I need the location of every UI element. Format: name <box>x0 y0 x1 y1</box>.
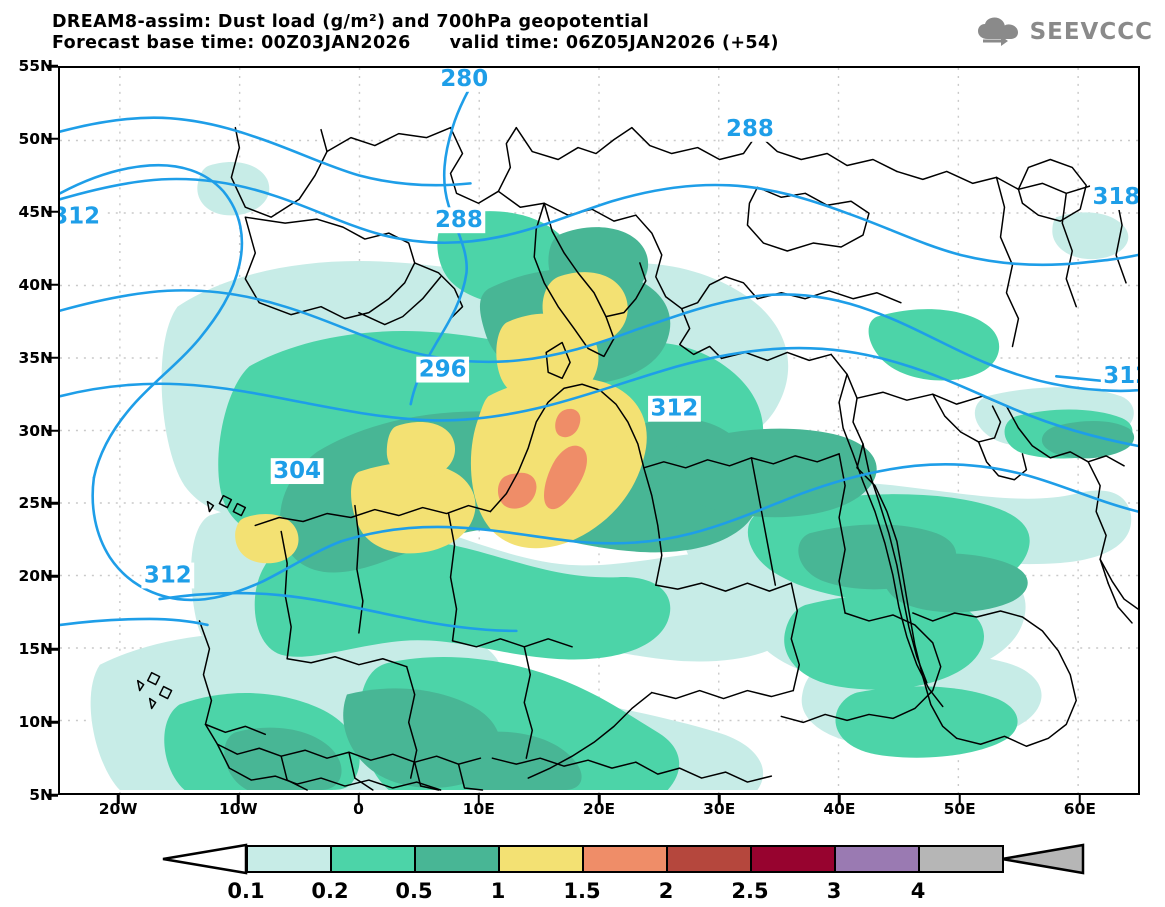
contour-label: 280 <box>440 68 488 92</box>
y-axis-tick <box>47 137 58 141</box>
logo-text: SEEVCCC <box>1029 19 1153 45</box>
y-axis-tick <box>47 356 58 359</box>
x-axis-tick-label: 50E <box>943 800 976 818</box>
dust-load-contours <box>90 161 1135 791</box>
y-axis-tick-label: 40N <box>18 275 53 294</box>
colorbar-swatch[interactable] <box>330 845 416 873</box>
x-axis-tick-label: 40E <box>823 800 856 818</box>
y-axis-tick-label: 30N <box>18 421 53 440</box>
page-title: DREAM8-assim: Dust load (g/m²) and 700hP… <box>52 12 650 32</box>
x-axis-tick <box>477 795 481 804</box>
y-axis-tick-label: 5N <box>29 786 53 804</box>
x-axis-tick <box>958 795 961 804</box>
y-axis-tick-label: 55N <box>18 57 53 75</box>
y-axis-tick-label: 15N <box>18 640 53 659</box>
colorbar-swatch[interactable] <box>246 845 332 873</box>
colorbar-tick-label: 0.1 <box>227 879 265 903</box>
y-axis-tick <box>47 502 58 505</box>
colorbar-tick-label: 2 <box>658 879 674 903</box>
y-axis-tick <box>47 210 58 214</box>
contour-label-background <box>1100 363 1138 390</box>
colorbar-tick-label: 1 <box>490 879 506 903</box>
coastlines-borders <box>136 126 1138 791</box>
y-axis-tick <box>47 64 58 68</box>
colorbar-swatch[interactable] <box>834 845 920 873</box>
colorbar-swatch[interactable] <box>750 845 836 873</box>
contour-label: 288 <box>726 116 774 142</box>
y-axis-tick-label: 50N <box>18 129 53 148</box>
contour-label: 312 <box>144 562 192 588</box>
contour-label: 288 <box>435 207 483 233</box>
map-plot-area[interactable]: 280 288 288 296 304 312 312 312 312 318 <box>58 66 1140 795</box>
colorbar-swatch[interactable] <box>498 845 584 873</box>
contour-label-background <box>432 207 486 234</box>
chart-header: DREAM8-assim: Dust load (g/m²) and 700hP… <box>0 0 1165 60</box>
contour-label-group: 280 288 288 296 304 312 312 312 312 318 <box>60 68 1138 588</box>
y-axis-tick <box>47 793 58 797</box>
colorbar-tick-label: 0.5 <box>395 879 433 903</box>
colorbar-swatch[interactable] <box>666 845 752 873</box>
x-axis-tick-label: 0 <box>353 800 364 818</box>
y-axis-tick <box>47 575 58 578</box>
y-axis-tick-label: 35N <box>18 348 53 367</box>
contour-label: 312 <box>60 204 100 230</box>
forecast-time-subtitle: Forecast base time: 00Z03JAN2026 valid t… <box>52 33 779 53</box>
x-axis-tick-label: 20E <box>582 800 616 818</box>
x-axis-tick-label: 20W <box>98 800 138 818</box>
contour-label-background <box>648 395 701 422</box>
x-axis-tick <box>1078 795 1082 804</box>
y-axis-tick-label: 10N <box>18 713 53 732</box>
x-axis-tick-label: 10W <box>218 800 258 818</box>
contour-label-background <box>1090 184 1138 210</box>
colorbar[interactable]: 0.1 0.2 0.5 1 1.5 2 2.5 3 4 <box>0 840 1165 907</box>
contour-label-background <box>416 356 470 383</box>
x-axis-tick <box>838 795 841 804</box>
contour-label-background <box>437 68 491 92</box>
geopotential-contours <box>60 70 1138 633</box>
x-axis-tick-label: 60E <box>1063 800 1096 818</box>
colorbar-tick-label: 3 <box>826 879 842 903</box>
x-axis-tick <box>237 795 240 804</box>
cloud-arrow-icon <box>977 17 1018 46</box>
x-axis-tick-label: 10E <box>462 800 495 818</box>
x-axis-tick-label: 30E <box>703 800 736 818</box>
contour-label: 312 <box>1103 363 1138 389</box>
contour-label-background <box>141 562 195 589</box>
contour-label-background <box>60 203 103 230</box>
y-axis-tick-label: 20N <box>18 567 53 586</box>
y-axis-tick-label: 45N <box>18 202 53 221</box>
x-axis-tick <box>717 795 721 804</box>
contour-label-background <box>723 115 777 142</box>
x-axis-tick <box>116 795 120 804</box>
x-axis-tick <box>597 795 601 804</box>
contour-label: 304 <box>273 458 321 484</box>
y-axis-tick <box>47 647 58 651</box>
colorbar-cells[interactable]: 0.1 0.2 0.5 1 1.5 2 2.5 3 4 <box>227 845 1004 903</box>
y-axis-tick <box>47 283 58 286</box>
contour-label-background <box>270 458 324 485</box>
seevccc-logo: SEEVCCC <box>977 14 1153 50</box>
y-axis-tick-label: 25N <box>18 494 53 513</box>
contour-label: 312 <box>651 396 699 422</box>
x-axis-tick <box>357 795 360 804</box>
colorbar-tick-label: 4 <box>910 879 926 903</box>
colorbar-tick-label: 2.5 <box>731 879 769 903</box>
colorbar-tick-label: 0.2 <box>311 879 349 903</box>
contour-label: 318 <box>1093 184 1138 210</box>
colorbar-tick-label: 1.5 <box>563 879 601 903</box>
colorbar-swatch[interactable] <box>582 845 668 873</box>
colorbar-swatch[interactable] <box>918 845 1004 873</box>
dust-load-map: 280 288 288 296 304 312 312 312 312 318 <box>60 68 1138 793</box>
contour-label: 296 <box>419 357 467 383</box>
y-axis-tick <box>47 429 58 432</box>
colorbar-swatch[interactable] <box>414 845 500 873</box>
y-axis-tick <box>47 720 58 724</box>
